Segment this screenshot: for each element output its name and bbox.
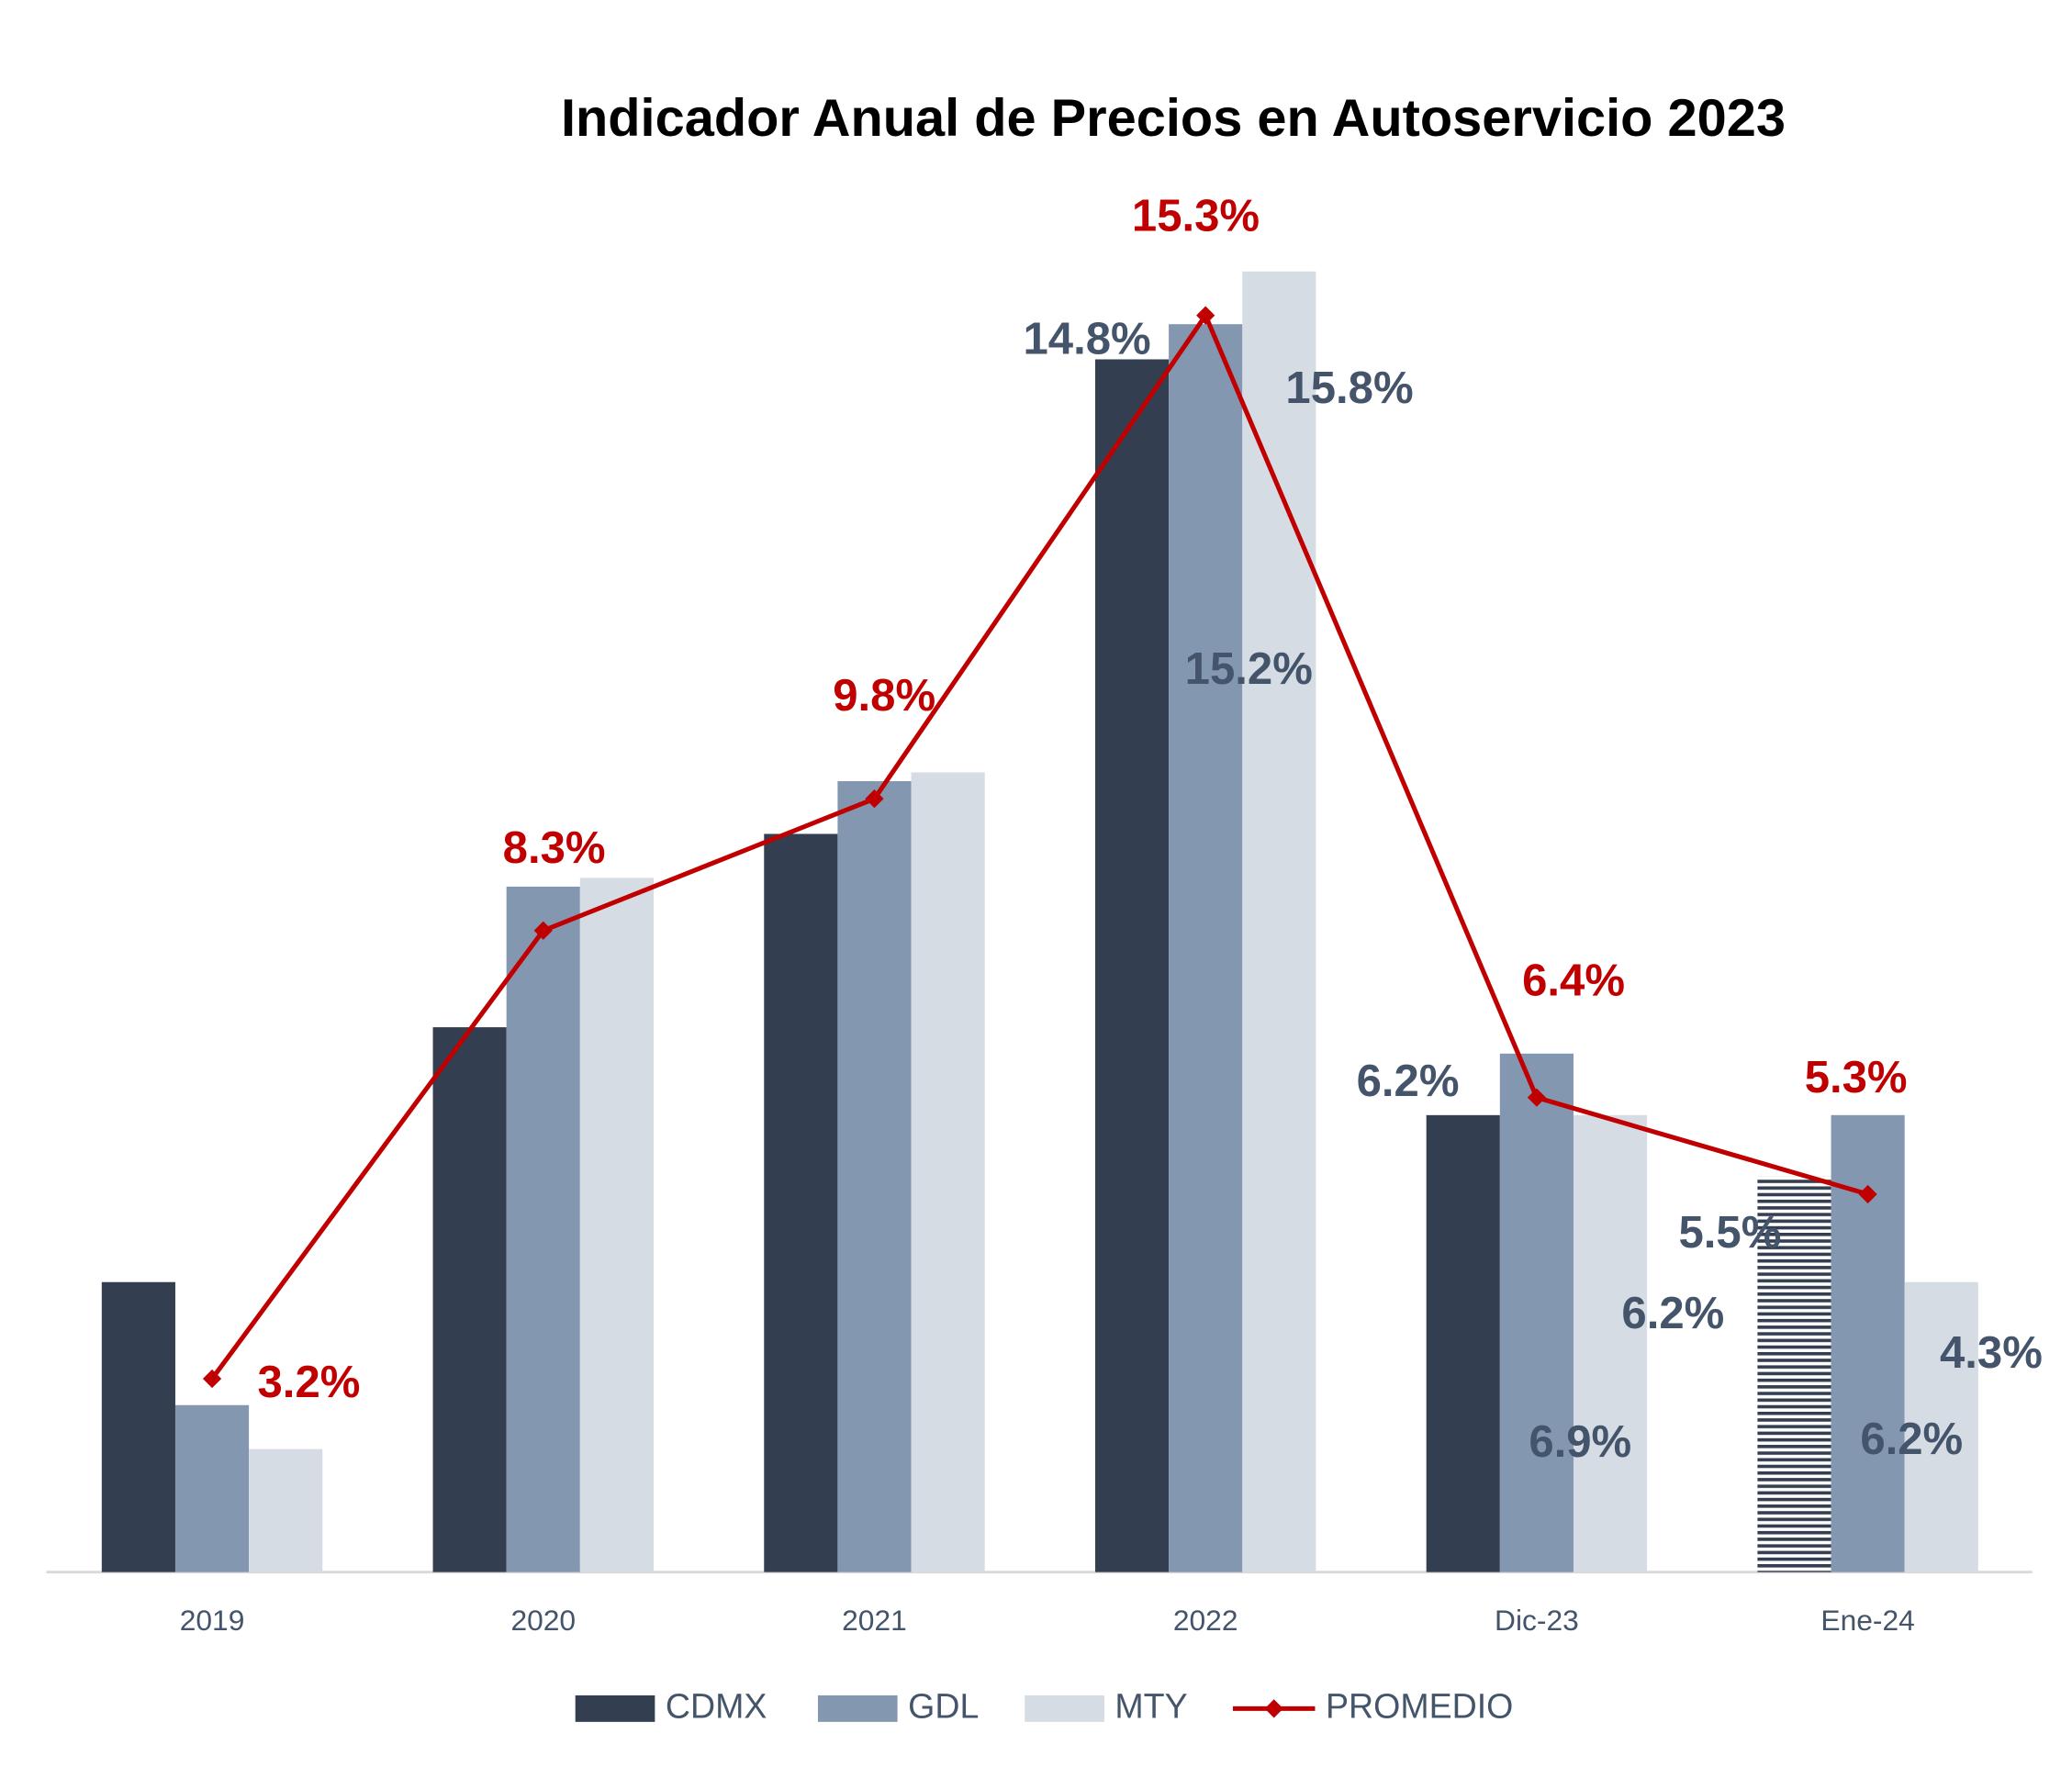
bar <box>432 1027 507 1572</box>
bar <box>1831 1114 1905 1572</box>
bar <box>1573 1114 1648 1572</box>
data-label: 6.2% <box>1357 1057 1460 1106</box>
data-label: 6.2% <box>1860 1415 1963 1464</box>
x-tick-label: Ene-24 <box>1820 1604 1914 1637</box>
line <box>210 310 1869 1381</box>
legend-swatch <box>817 1694 898 1722</box>
bar <box>764 833 838 1572</box>
legend-swatch <box>1025 1694 1104 1722</box>
bar <box>1757 1176 1831 1572</box>
bar <box>101 1281 175 1572</box>
bar <box>1242 271 1316 1572</box>
bar <box>1904 1281 1978 1572</box>
data-label: 9.8% <box>833 671 935 721</box>
x-tick-label: 2020 <box>510 1604 576 1637</box>
line-marker <box>202 1369 222 1389</box>
data-label: 8.3% <box>503 823 606 873</box>
data-label: 4.3% <box>1940 1328 2043 1378</box>
line-marker <box>865 789 884 809</box>
data-label: 5.3% <box>1805 1053 1908 1102</box>
x-tick-label: 2019 <box>180 1604 245 1637</box>
x-tick-label: 2022 <box>1173 1604 1238 1637</box>
line-marker <box>1858 1184 1877 1204</box>
data-label: 6.4% <box>1522 956 1625 1005</box>
chart-title: Indicador Anual de Precios en Autoservic… <box>561 89 1786 148</box>
line-marker <box>1527 1088 1547 1107</box>
bar <box>249 1448 323 1572</box>
legend-swatch <box>575 1694 655 1722</box>
line-marker <box>533 921 553 940</box>
bar <box>837 781 912 1572</box>
legend-swatch <box>1264 1699 1283 1718</box>
bar <box>1499 1053 1574 1572</box>
bar <box>1094 359 1170 1572</box>
x-tick-label: Dic-23 <box>1495 1604 1579 1637</box>
legend-label: GDL <box>908 1686 979 1725</box>
legend-label: MTY <box>1114 1686 1187 1725</box>
data-label: 15.3% <box>1132 191 1260 240</box>
bar <box>579 878 654 1572</box>
bar <box>506 886 580 1572</box>
data-label: 14.8% <box>1024 315 1151 364</box>
bar <box>174 1404 250 1572</box>
bar <box>1169 324 1243 1572</box>
line-marker <box>1196 306 1215 325</box>
legend-label: PROMEDIO <box>1326 1686 1513 1725</box>
data-label: 6.2% <box>1621 1289 1724 1338</box>
data-label: 15.8% <box>1285 363 1413 413</box>
data-label: 3.2% <box>258 1358 361 1407</box>
data-label: 5.5% <box>1679 1208 1782 1258</box>
data-label: 6.9% <box>1529 1417 1631 1467</box>
data-label: 15.2% <box>1185 644 1313 694</box>
bar <box>1426 1114 1500 1572</box>
bar <box>911 772 985 1572</box>
legend-label: CDMX <box>666 1686 767 1725</box>
x-tick-label: 2021 <box>842 1604 907 1637</box>
